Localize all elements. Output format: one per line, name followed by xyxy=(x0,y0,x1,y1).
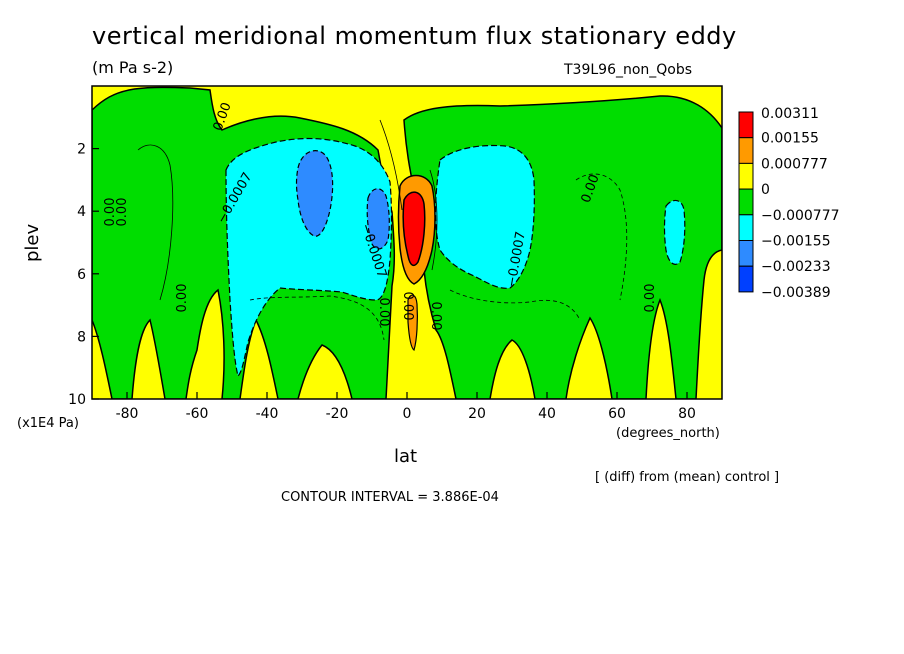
chart-units: (m Pa s-2) xyxy=(92,58,174,77)
x-tick-label: -60 xyxy=(186,406,209,422)
colorbar-swatch xyxy=(738,162,754,190)
colorbar-label: −0.00389 xyxy=(761,285,831,301)
x-tick-label: 80 xyxy=(678,406,696,422)
colorbar-swatch xyxy=(738,265,754,293)
experiment-label: T39L96_non_Qobs xyxy=(564,62,693,78)
contour-line xyxy=(449,289,581,321)
x-tick-label: -20 xyxy=(326,406,349,422)
x-tick-label: 20 xyxy=(468,406,486,422)
contour-label: 0.00 xyxy=(428,302,443,331)
y-tick-label: 6 xyxy=(77,267,86,283)
contour-line xyxy=(379,119,403,211)
y-tick-label: 10 xyxy=(68,392,86,408)
colorbar-swatch xyxy=(738,137,754,164)
x-tick-label: 0 xyxy=(403,406,412,422)
x-axis-label: lat xyxy=(394,446,418,467)
x-tick-label: -40 xyxy=(256,406,279,422)
y-tick-label: 8 xyxy=(77,329,86,345)
contour-label: 0.00 xyxy=(103,198,118,227)
colorbar-label: −0.00155 xyxy=(761,234,831,250)
contour-line xyxy=(249,295,385,341)
x-tick-label: 60 xyxy=(608,406,626,422)
contour-interval: CONTOUR INTERVAL = 3.886E-04 xyxy=(281,490,499,505)
region-blue-1 xyxy=(295,150,334,237)
colorbar-swatch xyxy=(738,111,754,139)
x-tick-label: -80 xyxy=(116,406,139,422)
region-orange-lower xyxy=(407,294,418,351)
contour-line xyxy=(137,144,174,301)
colorbar-swatch xyxy=(738,214,754,242)
region-blue-2 xyxy=(366,188,390,250)
y-scale-note: (x1E4 Pa) xyxy=(17,416,79,431)
x-axis-units: (degrees_north) xyxy=(616,426,720,441)
colorbar-label: 0.000777 xyxy=(761,156,828,172)
contour-label: 0.00 xyxy=(643,284,658,313)
diff-note: [ (diff) from (mean) control ] xyxy=(595,470,780,485)
contour-label: 0.00 xyxy=(175,284,190,313)
contour-label: 0.00 xyxy=(115,198,130,227)
chart-title: vertical meridional momentum flux statio… xyxy=(92,22,737,50)
contour-label: 0.00 xyxy=(400,292,415,321)
y-tick-label: 2 xyxy=(77,142,86,158)
region-red xyxy=(402,191,426,267)
contour-label: 0.00 xyxy=(376,298,391,327)
region-cyan-south xyxy=(225,137,393,378)
colorbar-swatch xyxy=(738,188,754,216)
colorbar-label: 0 xyxy=(761,182,770,198)
region-cyan-north xyxy=(434,144,535,289)
colorbar-label: −0.000777 xyxy=(761,208,840,224)
y-tick-label: 4 xyxy=(77,204,86,220)
x-tick-label: 40 xyxy=(538,406,556,422)
contour-line xyxy=(575,173,628,301)
colorbar-label: 0.00311 xyxy=(761,106,819,122)
region-cyan-far-north xyxy=(663,199,686,265)
colorbar-label: −0.00233 xyxy=(761,259,831,275)
colorbar-swatch xyxy=(738,240,754,267)
colorbar-label: 0.00155 xyxy=(761,131,819,147)
contour-line xyxy=(429,169,438,271)
